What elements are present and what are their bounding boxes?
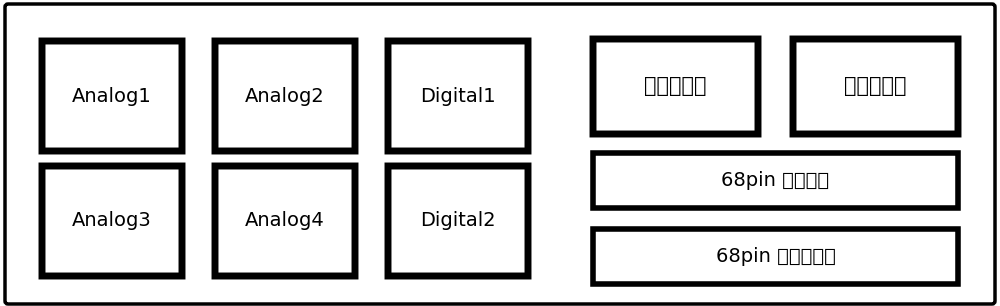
Text: Analog2: Analog2 [245, 87, 325, 106]
FancyBboxPatch shape [388, 41, 528, 151]
FancyBboxPatch shape [388, 166, 528, 276]
Bar [593, 229, 958, 284]
Text: Analog3: Analog3 [72, 211, 152, 230]
Text: Digital1: Digital1 [420, 87, 496, 106]
Text: 68pin 测试端口: 68pin 测试端口 [721, 171, 830, 190]
Text: 可调负电源: 可调负电源 [844, 76, 907, 96]
FancyBboxPatch shape [5, 4, 995, 304]
Text: 68pin 数采卡接口: 68pin 数采卡接口 [716, 247, 835, 266]
FancyBboxPatch shape [42, 166, 182, 276]
Bar [593, 153, 958, 208]
Text: Digital2: Digital2 [420, 211, 496, 230]
FancyBboxPatch shape [215, 41, 355, 151]
FancyBboxPatch shape [42, 41, 182, 151]
FancyBboxPatch shape [593, 39, 758, 134]
Text: Analog1: Analog1 [72, 87, 152, 106]
FancyBboxPatch shape [215, 166, 355, 276]
Text: 可调正电源: 可调正电源 [644, 76, 707, 96]
Text: Analog4: Analog4 [245, 211, 325, 230]
FancyBboxPatch shape [793, 39, 958, 134]
